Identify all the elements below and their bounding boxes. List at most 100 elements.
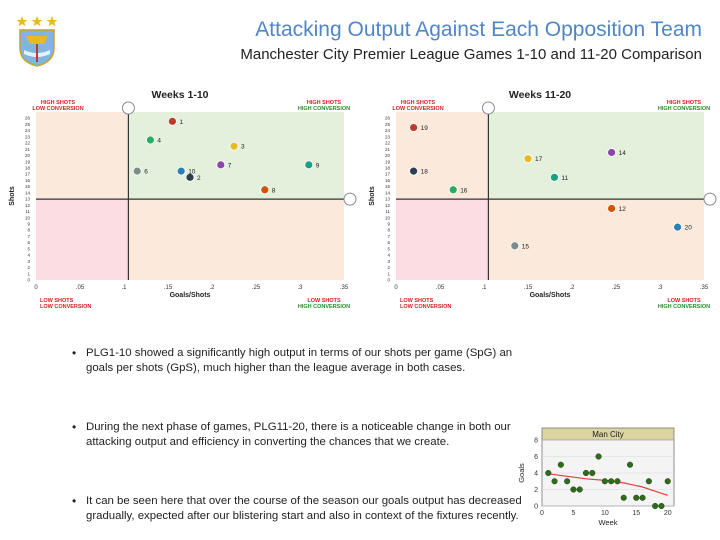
data-point-label: 11 — [561, 175, 568, 182]
data-point — [607, 148, 617, 157]
x-axis-label: Week — [598, 518, 617, 527]
y-tick-label: 4 — [387, 253, 390, 258]
label-low-low-shots: LOW SHOTS — [40, 298, 74, 304]
data-point — [664, 478, 671, 485]
y-tick-label: 10 — [25, 215, 31, 220]
league-average-badge-top — [481, 101, 495, 115]
data-point-label: 2 — [197, 175, 201, 182]
label-low-low-shots: LOW SHOTS — [400, 298, 434, 304]
x-tick-label: 0 — [540, 510, 544, 517]
data-point-label: 1 — [179, 119, 183, 126]
y-tick-label: 7 — [387, 234, 390, 239]
page-title: Attacking Output Against Each Opposition… — [255, 18, 702, 41]
y-tick-label: 14 — [25, 190, 31, 195]
data-point — [564, 478, 571, 485]
y-tick-label: 1 — [387, 271, 390, 276]
data-point — [145, 135, 155, 145]
data-point — [620, 494, 627, 501]
y-tick-label: 23 — [385, 134, 391, 139]
y-tick-label: 23 — [25, 134, 31, 139]
x-tick-label: .25 — [252, 285, 261, 291]
data-point — [589, 469, 596, 477]
y-tick-label: 8 — [27, 228, 30, 233]
data-point — [673, 222, 683, 232]
data-point-label: 8 — [272, 187, 276, 194]
data-point — [510, 241, 520, 251]
y-tick-label: 11 — [25, 209, 30, 214]
data-point-label: 15 — [522, 243, 530, 250]
data-point — [608, 478, 615, 485]
quadrant-high-shots-low-conversion — [36, 112, 129, 200]
y-tick-label: 19 — [25, 159, 31, 164]
data-point-label: 19 — [421, 125, 429, 132]
y-tick-label: 4 — [534, 471, 538, 478]
x-tick-label: 20 — [664, 510, 672, 517]
quadrant-low-shots-high-conversion — [488, 199, 704, 280]
label-low-low-conversion: LOW CONVERSION — [400, 304, 451, 310]
data-point-label: 12 — [619, 206, 627, 213]
x-tick-label: 5 — [571, 510, 575, 517]
page-subtitle: Manchester City Premier League Games 1-1… — [240, 46, 702, 63]
label-high-low-conversion: LOW CONVERSION — [392, 106, 443, 112]
label-high-high-conversion: HIGH CONVERSION — [658, 106, 710, 112]
club-crest-logo — [16, 16, 58, 67]
data-point — [607, 204, 617, 213]
x-tick-label: .35 — [700, 285, 709, 291]
data-point — [582, 469, 590, 477]
quadrant-low-shots-low-conversion — [36, 199, 129, 280]
label-high-high-conversion: HIGH CONVERSION — [298, 106, 350, 112]
data-point-label: 20 — [685, 225, 693, 232]
data-point — [633, 494, 640, 501]
x-tick-label: .25 — [612, 285, 621, 291]
label-low-high-shots: LOW SHOTS — [667, 298, 701, 304]
y-tick-label: 24 — [385, 128, 391, 133]
y-tick-label: 11 — [385, 209, 390, 214]
league-average-badge-right — [703, 192, 717, 206]
x-tick-label: 0 — [34, 285, 38, 291]
y-tick-label: 2 — [27, 265, 30, 270]
data-point — [216, 160, 226, 170]
commentary-list: PLG1-10 showed a significantly high outp… — [72, 346, 532, 522]
y-tick-label: 6 — [534, 454, 538, 461]
x-tick-label: .2 — [209, 285, 215, 291]
y-tick-label: 22 — [385, 141, 391, 146]
data-point — [645, 478, 652, 485]
quadrant-high-shots-high-conversion — [488, 112, 704, 200]
data-point — [185, 172, 195, 182]
chart-title: Weeks 11-20 — [509, 89, 571, 101]
x-tick-label: 0 — [394, 285, 398, 291]
y-tick-label: 21 — [25, 147, 31, 152]
y-axis-label: Shots — [369, 186, 376, 206]
y-tick-label: 17 — [385, 172, 391, 177]
label-low-high-conversion: HIGH CONVERSION — [658, 304, 710, 310]
x-tick-label: .3 — [657, 285, 663, 291]
data-point — [260, 185, 270, 195]
y-tick-label: 16 — [25, 178, 31, 183]
x-tick-label: .35 — [340, 285, 349, 291]
x-tick-label: .15 — [524, 285, 533, 291]
y-tick-label: 0 — [27, 278, 30, 283]
quadrant-high-shots-high-conversion — [128, 112, 344, 200]
y-tick-label: 12 — [25, 203, 31, 208]
league-average-badge-top — [121, 101, 135, 115]
data-point — [448, 185, 458, 195]
y-tick-label: 22 — [25, 141, 31, 146]
label-low-low-conversion: LOW CONVERSION — [40, 304, 91, 310]
y-tick-label: 13 — [25, 197, 31, 202]
y-tick-label: 12 — [385, 203, 391, 208]
data-point-label: 7 — [228, 162, 232, 169]
x-tick-label: .1 — [481, 285, 487, 291]
label-low-high-shots: LOW SHOTS — [307, 298, 341, 304]
y-tick-label: 3 — [387, 259, 390, 264]
y-tick-label: 4 — [27, 253, 30, 258]
data-point-label: 18 — [421, 169, 429, 176]
quadrant-low-shots-low-conversion — [396, 199, 489, 280]
y-tick-label: 24 — [25, 128, 31, 133]
data-point-label: 17 — [535, 156, 543, 163]
x-tick-label: .15 — [164, 285, 173, 291]
y-axis-label: Shots — [9, 186, 16, 206]
data-point-label: 14 — [619, 150, 627, 157]
x-tick-label: .1 — [121, 285, 127, 291]
y-tick-label: 26 — [25, 116, 31, 121]
x-tick-label: .05 — [436, 285, 445, 291]
